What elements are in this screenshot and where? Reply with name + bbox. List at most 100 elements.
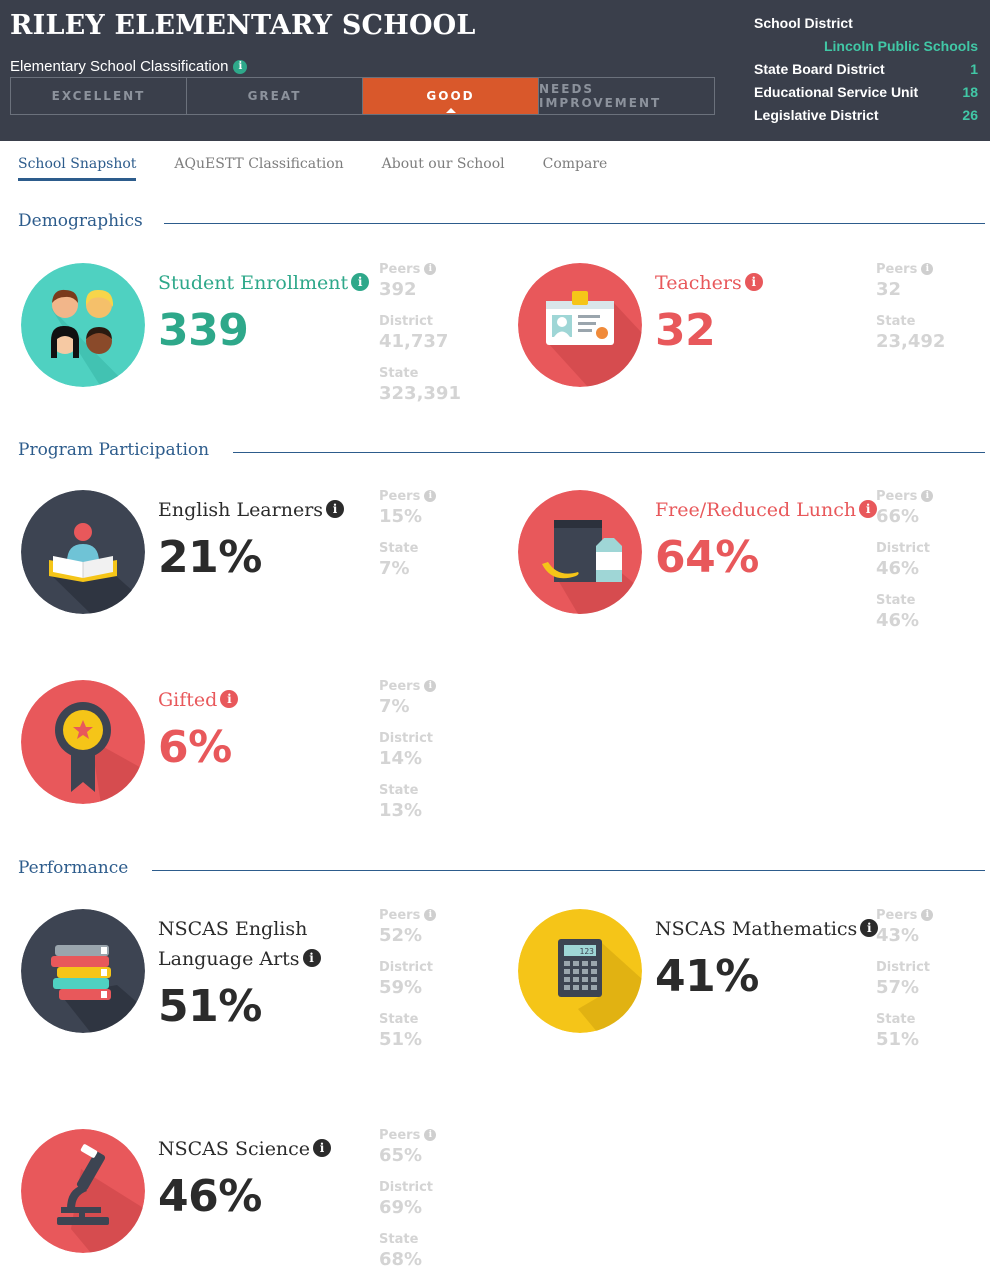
peers-value: 7% — [379, 696, 410, 717]
peers-value: 392 — [379, 279, 417, 300]
info-icon[interactable]: i — [424, 680, 437, 692]
classification-excellent[interactable]: EXCELLENT — [11, 78, 187, 114]
district-label: District — [379, 959, 433, 975]
state-value: 51% — [876, 1029, 920, 1050]
gifted-label: Gifted — [158, 689, 218, 711]
info-icon[interactable]: i — [921, 490, 934, 502]
teachers-comparison: Peers i 32 State 23,492 — [876, 260, 986, 364]
state-label: State — [876, 1011, 916, 1027]
district-label: District — [379, 313, 433, 329]
ela-label-line1: NSCAS English — [158, 918, 308, 940]
state-value: 46% — [876, 610, 920, 631]
info-icon[interactable]: i — [860, 919, 879, 937]
peers-value: 43% — [876, 925, 920, 946]
ela-card: NSCAS English Language Arts i 51% Peers i … — [21, 906, 491, 1069]
peers-label: Peers — [876, 488, 918, 504]
state-value: 23,492 — [876, 331, 946, 352]
info-icon[interactable]: i — [921, 263, 934, 275]
district-label: District — [876, 540, 930, 556]
english-learners-card: English Learners i 21% Peers i 15% State 7… — [21, 487, 491, 640]
state-label: State — [876, 313, 916, 329]
school-district-link[interactable]: Lincoln Public Schools — [823, 38, 978, 54]
english-learners-comparison: Peers i 15% State 7% — [379, 487, 489, 591]
reader-book-icon — [21, 490, 145, 614]
info-icon[interactable]: i — [313, 1139, 332, 1157]
tab-aquestt-classification[interactable]: AQuESTT Classification — [174, 156, 344, 172]
classification-needs-improvement[interactable]: NEEDS IMPROVEMENT — [539, 82, 662, 110]
books-stack-icon — [21, 909, 145, 1033]
calculator-display: 123 — [580, 947, 595, 956]
tab-about-our-school[interactable]: About our School — [381, 156, 505, 172]
english-learners-label-row: English Learners i — [158, 495, 345, 525]
free-lunch-card: Free/Reduced Lunch i 64% Peers i 66% Distr… — [518, 488, 988, 640]
school-title: RILEY ELEMENTARY SCHOOL — [10, 10, 476, 41]
info-icon[interactable]: i — [921, 909, 934, 921]
state-label: State — [379, 1011, 419, 1027]
state-board-label: State Board District — [754, 61, 885, 77]
lunch-bag-icon — [518, 490, 642, 614]
gifted-card: Gifted i 6% Peers i 7% District 14% State … — [21, 677, 491, 833]
classification-label: Elementary School Classification i — [10, 58, 248, 75]
english-learners-label: English Learners — [158, 499, 324, 521]
nav-tabs: School Snapshot AQuESTT Classification A… — [18, 156, 607, 181]
info-icon[interactable]: i — [326, 500, 345, 518]
info-icon[interactable]: i — [351, 273, 370, 291]
microscope-icon — [21, 1129, 145, 1253]
info-icon[interactable]: i — [424, 1129, 437, 1141]
award-ribbon-icon — [21, 680, 145, 804]
science-card: NSCAS Science i 46% Peers i 65% District 6… — [21, 1126, 491, 1282]
peers-value: 52% — [379, 925, 423, 946]
section-divider — [152, 870, 985, 871]
classification-great[interactable]: GREAT — [187, 78, 363, 114]
teachers-label-row: Teachers i — [655, 268, 763, 298]
district-label: District — [379, 730, 433, 746]
enrollment-label-row: Student Enrollment i — [158, 268, 370, 298]
gifted-comparison: Peers i 7% District 14% State 13% — [379, 677, 489, 833]
district-value: 41,737 — [379, 331, 449, 352]
free-lunch-value: 64% — [655, 532, 759, 583]
state-label: State — [379, 782, 419, 798]
legislative-value: 26 — [962, 107, 978, 123]
school-header: RILEY ELEMENTARY SCHOOL Elementary Schoo… — [0, 0, 990, 141]
ela-comparison: Peers i 52% District 59% State 51% — [379, 906, 489, 1062]
peers-value: 65% — [379, 1145, 423, 1166]
district-value: 14% — [379, 748, 423, 769]
tab-school-snapshot[interactable]: School Snapshot — [18, 156, 137, 181]
students-group-icon — [21, 263, 145, 387]
section-title-performance: Performance — [18, 858, 129, 878]
science-value: 46% — [158, 1171, 262, 1222]
peers-value: 15% — [379, 506, 423, 527]
classification-label-text: Elementary School Classification — [10, 58, 229, 75]
district-value: 69% — [379, 1197, 423, 1218]
science-comparison: Peers i 65% District 69% State 68% — [379, 1126, 489, 1282]
math-label: NSCAS Mathematics — [655, 918, 858, 940]
calculator-icon: 123 — [518, 909, 642, 1033]
info-icon[interactable]: i — [744, 273, 763, 291]
state-label: State — [876, 592, 916, 608]
peers-value: 66% — [876, 506, 920, 527]
teachers-label: Teachers — [655, 272, 742, 294]
state-value: 68% — [379, 1249, 423, 1270]
section-title-program-participation: Program Participation — [18, 440, 210, 460]
state-value: 13% — [379, 800, 423, 821]
info-icon[interactable]: i — [424, 490, 437, 502]
legislative-label: Legislative District — [754, 107, 879, 123]
free-lunch-label: Free/Reduced Lunch — [655, 499, 857, 521]
info-icon[interactable]: i — [302, 949, 321, 967]
science-label-row: NSCAS Science i — [158, 1134, 332, 1164]
info-icon[interactable]: i — [859, 500, 878, 518]
tab-compare[interactable]: Compare — [542, 156, 608, 172]
gifted-label-row: Gifted i — [158, 685, 239, 715]
info-icon[interactable]: i — [424, 909, 437, 921]
classification-good[interactable]: GOOD — [363, 78, 539, 114]
english-learners-value: 21% — [158, 532, 262, 583]
info-icon[interactable]: i — [424, 263, 437, 275]
section-divider — [233, 452, 985, 453]
info-icon[interactable]: i — [220, 690, 239, 708]
state-board-value: 1 — [970, 61, 978, 77]
gifted-value: 6% — [158, 722, 232, 773]
esu-value: 18 — [962, 84, 978, 100]
peers-label: Peers — [876, 261, 918, 277]
info-icon[interactable]: i — [233, 59, 248, 74]
state-value: 323,391 — [379, 383, 461, 404]
